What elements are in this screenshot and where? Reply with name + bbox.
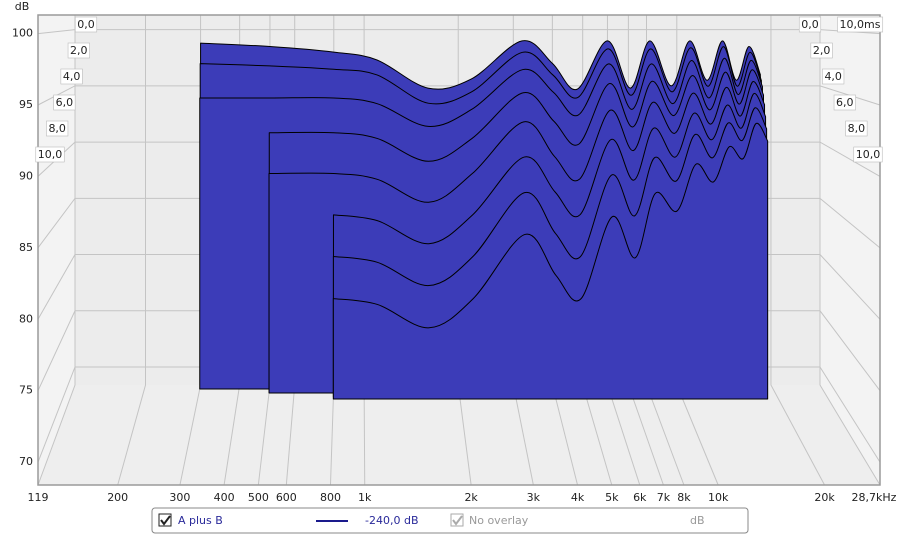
time-tick-label-box xyxy=(810,42,833,59)
legend-checkbox xyxy=(158,513,172,527)
x-tick-label: 500 xyxy=(248,491,269,504)
grid-line xyxy=(770,15,826,486)
time-tick-label-box xyxy=(845,120,868,137)
time-tick-label-box xyxy=(833,94,856,111)
x-tick-label: 400 xyxy=(214,491,235,504)
x-tick-label: 6k xyxy=(633,491,647,504)
x-tick-label: 5k xyxy=(605,491,619,504)
overlay-checkbox-check xyxy=(452,515,463,526)
y-tick-label: 70 xyxy=(19,455,33,468)
time-tick-label: 2,0 xyxy=(70,44,88,57)
y-tick-label: 75 xyxy=(19,384,33,397)
time-tick-label: 8,0 xyxy=(48,122,66,135)
time-tick-label-box xyxy=(853,146,883,163)
x-tick-label: 2k xyxy=(464,491,478,504)
waterfall-slice xyxy=(332,122,769,400)
time-unit-label-box xyxy=(837,16,884,33)
x-tick-label: 1k xyxy=(358,491,372,504)
time-tick-label-box xyxy=(60,68,83,85)
legend-series-name: A plus B xyxy=(178,514,223,527)
time-tick-label: 4,0 xyxy=(63,70,81,83)
x-tick-label: 8k xyxy=(677,491,691,504)
time-tick-label: 0,0 xyxy=(77,18,95,31)
time-tick-label-box xyxy=(822,68,845,85)
time-tick-label-box xyxy=(74,16,98,33)
time-tick-label: 10,0 xyxy=(38,148,63,161)
time-tick-label: 0,0 xyxy=(801,18,819,31)
y-tick-label: 95 xyxy=(19,98,33,111)
time-tick-label-box xyxy=(67,42,90,59)
y-tick-label: 90 xyxy=(19,169,33,182)
legend-overlay-unit: dB xyxy=(690,514,705,527)
floor xyxy=(38,385,880,485)
x-tick-label: 119 xyxy=(28,491,49,504)
time-tick-label: 6,0 xyxy=(56,96,74,109)
x-tick-label: 20k xyxy=(814,491,835,504)
legend-checkbox-check xyxy=(160,515,171,526)
y-tick-label: 85 xyxy=(19,241,33,254)
legend-overlay: No overlay xyxy=(469,514,529,527)
time-tick-label: 8,0 xyxy=(848,122,866,135)
time-tick-label: 2,0 xyxy=(813,44,831,57)
legend-box xyxy=(151,507,749,534)
legend-level: -240,0 dB xyxy=(365,514,419,527)
y-axis-label: dB xyxy=(15,0,30,13)
grid-line xyxy=(117,15,147,486)
x-tick-label: 300 xyxy=(169,491,190,504)
grid-line xyxy=(37,15,76,486)
time-tick-label: 6,0 xyxy=(836,96,854,109)
overlay-checkbox xyxy=(450,513,464,527)
time-tick-label-box xyxy=(53,94,76,111)
x-tick-label: 3k xyxy=(527,491,541,504)
x-tick-label: 600 xyxy=(276,491,297,504)
x-tick-label: 800 xyxy=(320,491,341,504)
x-tick-label: 4k xyxy=(571,491,585,504)
grid-line xyxy=(819,15,881,486)
x-tick-label: 28,7kHz xyxy=(852,491,897,504)
y-tick-label: 100 xyxy=(12,27,33,40)
y-tick-label: 80 xyxy=(19,312,33,325)
time-tick-label: 4,0 xyxy=(824,70,842,83)
time-unit-label: 10,0ms xyxy=(840,18,881,31)
plot-frame xyxy=(37,14,881,486)
time-tick-label-box xyxy=(798,16,822,33)
x-tick-label: 10k xyxy=(708,491,729,504)
x-tick-label: 200 xyxy=(107,491,128,504)
x-tick-label: 7k xyxy=(657,491,671,504)
time-tick-label-box xyxy=(46,120,69,137)
time-tick-label: 10,0 xyxy=(856,148,881,161)
time-tick-label-box xyxy=(35,146,65,163)
